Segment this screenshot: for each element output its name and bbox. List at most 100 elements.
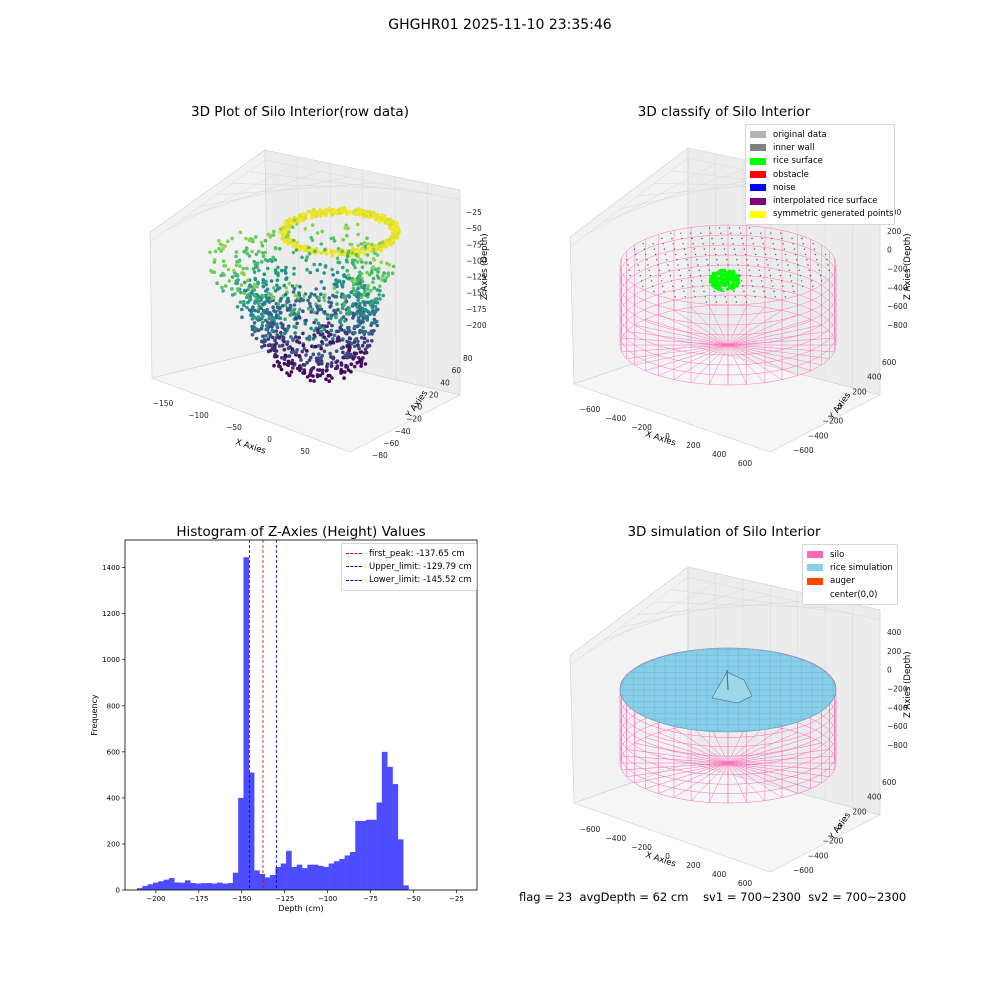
histogram-bar [376,802,383,890]
histogram-bar [392,784,399,890]
histogram-y-ticks: 0 200 400 600 800 1000 1200 1400 [102,564,125,895]
legend-label: obstacle [773,169,809,180]
histogram-bars [137,557,409,891]
simulation-legend-item: auger [807,575,893,588]
histogram-bar [259,873,266,890]
sim-zticks-label: −200 [887,685,908,694]
cls-yticks-label: −400 [808,431,829,440]
histogram-legend-item: first_peak: -137.65 cm [346,547,472,560]
legend-label: auger [830,576,855,587]
histogram-bar [397,839,404,890]
histogram-bar [371,819,377,890]
histogram-bar [344,855,351,890]
classify-grid-lines [569,148,881,395]
cls-xticks-label: 0 [665,432,670,441]
histogram-x-tick-label: −75 [363,895,378,903]
raw-yticks-label: −80 [372,451,388,460]
avg-depth-value: avgDepth = 62 cm [579,890,689,904]
raw-zticks-label: −75 [466,240,482,249]
histogram-bar [168,878,175,890]
cls-zticks-label: −400 [887,283,908,292]
legend-label: Lower_limit: -145.52 cm [369,575,472,586]
sim-xticks-label: −400 [606,834,627,843]
cls-xticks-label: −400 [606,414,627,423]
histogram-bar [227,883,234,890]
raw-zticks-label: −175 [466,305,487,314]
legend-label: center(0,0) [830,589,878,600]
histogram-y-tick-label: 1000 [102,656,120,664]
cls-yticks-label: 0 [838,402,843,411]
histogram-y-tick-label: 800 [107,702,120,710]
histogram-bar [307,864,313,890]
histogram-bar [232,872,239,890]
legend-label: inner wall [773,142,815,153]
legend-label: rice simulation [830,562,893,573]
histogram-bar [216,882,223,890]
raw-x-ticks: −150 −100 −50 0 50 [153,399,310,456]
histogram-bar [195,883,202,890]
rice-mound [711,671,753,704]
cls-zticks-label: −200 [887,265,908,274]
simulation-legend-item: rice simulation [807,561,893,574]
histogram-x-tick-label: −50 [406,895,421,903]
raw-yticks-label: −40 [395,427,411,436]
histogram-bar [360,820,367,890]
legend-swatch [750,210,766,218]
histogram-y-tick-label: 200 [107,840,120,848]
legend-label: symmetric generated points [773,209,894,220]
raw-xticks-label: 0 [267,435,272,444]
histogram-bar [152,882,159,890]
histogram-bar [222,883,228,890]
legend-label: original data [773,129,827,140]
sim-xticks-label: −600 [580,825,601,834]
histogram-bar [200,883,207,890]
cls-yticks-label: 200 [852,387,867,396]
simulation-legend-item: center(0,0) [807,588,893,601]
footer-stats: flag = 23 avgDepth = 62 cm sv1 = 700~230… [519,890,906,904]
cls-xticks-label: −200 [631,423,652,432]
legend-label: Upper_limit: -129.79 cm [369,561,472,572]
histogram-y-tick-label: 600 [107,748,120,756]
histogram-frame [124,539,478,891]
cls-yticks-label: −200 [823,417,844,426]
histogram-bar [238,797,244,890]
simulation-z-ticks: 400 200 0 −200 −400 −600 −800 [887,628,908,750]
histogram-legend-item: Upper_limit: -129.79 cm [346,560,472,573]
raw-yticks-label: 20 [429,390,439,399]
legend-label: silo [830,549,845,560]
histogram-bar [312,864,319,890]
histogram-bar [403,885,409,890]
legend-label: first_peak: -137.65 cm [369,548,465,559]
sim-xticks-label: 200 [686,861,701,870]
raw-plot-title: 3D Plot of Silo Interior(row data) [191,104,409,120]
raw-xticks-label: −150 [153,399,174,408]
histogram-bar [387,766,393,890]
sim-yticks-label: −400 [808,851,829,860]
classify-legend-item: symmetric generated points [750,208,894,221]
simulation-legend-item: silo [807,548,893,561]
cls-yticks-label: 600 [882,358,897,367]
legend-swatch [807,551,823,559]
raw-zticks-label: −25 [466,208,482,217]
histogram-reference-lines [249,540,277,890]
sim-xticks-label: 600 [738,879,753,888]
sim-yticks-label: 200 [852,807,867,816]
histogram-title: Histogram of Z-Axies (Height) Values [176,524,426,540]
sv1-value: sv1 = 700~2300 [703,890,801,904]
classify-legend-item: obstacle [750,168,890,181]
histogram-bar [296,864,303,890]
histogram-x-tick-label: −125 [275,895,294,903]
legend-swatch [807,577,823,585]
raw-yticks-label: 0 [418,403,423,412]
histogram-bar [275,866,282,890]
sim-xticks-label: 0 [665,852,670,861]
raw-yticks-label: −60 [383,439,399,448]
sim-yticks-label: 600 [882,778,897,787]
raw-xticks-label: 50 [300,447,310,456]
raw-z-label: Z Axies (Depth) [480,233,490,300]
classify-x-ticks: −600 −400 −200 0 200 400 600 [580,405,753,468]
